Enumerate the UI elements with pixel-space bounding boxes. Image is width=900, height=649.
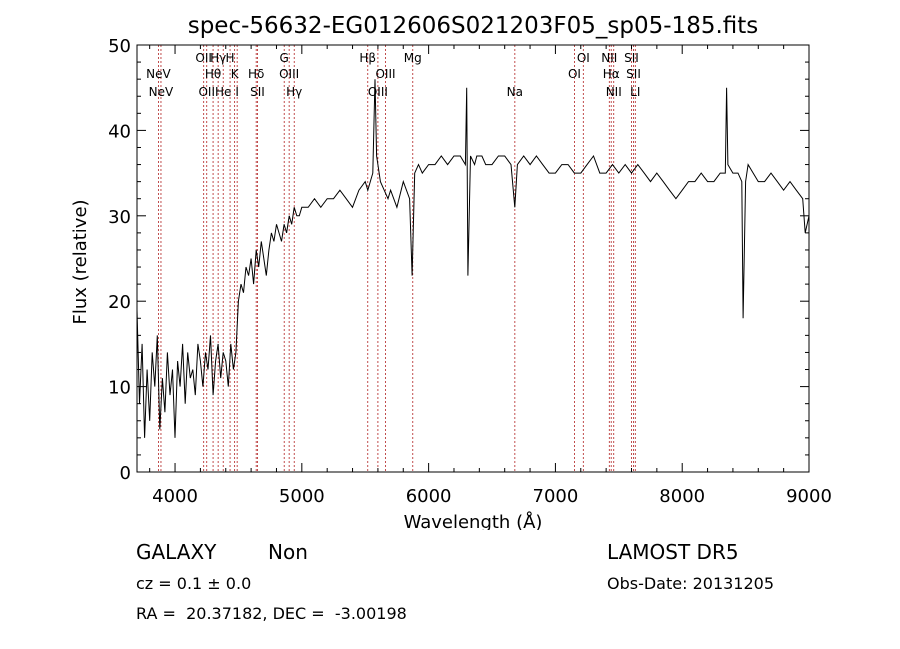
emission-line-markers (158, 45, 636, 472)
x-tick-label-5: 9000 (786, 486, 832, 507)
line-marker-label-18: Mg (404, 51, 422, 65)
line-marker-label-6: He (215, 85, 231, 99)
line-marker-label-17: OIII (375, 67, 395, 81)
y-axis-label: Flux (relative) (70, 199, 91, 324)
survey-name: LAMOST DR5 (607, 540, 739, 564)
line-marker-label-25: SII (624, 51, 639, 65)
plot-frame (136, 44, 810, 473)
line-marker-label-8: K (231, 67, 240, 81)
y-tick-label-0: 0 (120, 463, 131, 484)
line-marker-label-21: OI (577, 51, 590, 65)
emission-line-labels: NeV NeV OII OII Hθ Hγ He HKI Hδ SII G OIII Hγ Hβ OIII O… (146, 51, 641, 99)
line-marker-label-26: SII (626, 67, 641, 81)
y-tick-label-1: 10 (108, 378, 131, 399)
x-tick-label-4: 8000 (659, 486, 705, 507)
y-axis-ticks: 0 10 20 30 40 50 (108, 36, 809, 484)
line-marker-label-15: Hβ (359, 51, 376, 65)
line-marker-label-9: I (235, 85, 239, 99)
x-tick-label-2: 6000 (406, 486, 452, 507)
line-marker-label-0: NeV (146, 67, 171, 81)
line-marker-label-2: OII (195, 51, 212, 65)
line-marker-label-14: Hγ (286, 85, 302, 99)
line-marker-label-24: NII (606, 85, 622, 99)
line-marker-label-10: Hδ (248, 67, 264, 81)
spectrum-line (136, 79, 810, 438)
line-marker-label-3: OII (198, 85, 215, 99)
spectrum-chart: spec-56632-EG012606S021203F05_sp05-185.f… (70, 13, 832, 530)
line-marker-label-13: OIII (279, 67, 299, 81)
x-axis-ticks: 4000 5000 6000 7000 8000 9000 (149, 45, 832, 507)
line-marker-label-12: G (280, 51, 289, 65)
y-tick-label-2: 20 (108, 292, 131, 313)
y-tick-label-4: 40 (108, 121, 131, 142)
coordinates: RA = 20.37182, DEC = -3.00198 (136, 604, 407, 623)
line-marker-label-20: OI (568, 67, 581, 81)
observation-date: Obs-Date: 20131205 (607, 574, 775, 593)
x-tick-label-1: 5000 (279, 486, 325, 507)
line-marker-label-16: OIII (368, 85, 388, 99)
line-marker-label-4: Hθ (205, 67, 221, 81)
object-class: GALAXY (136, 540, 217, 564)
y-tick-label-5: 50 (108, 36, 131, 57)
line-marker-label-27: LI (630, 85, 640, 99)
line-marker-label-23: Hα (603, 67, 620, 81)
chart-title: spec-56632-EG012606S021203F05_sp05-185.f… (188, 13, 759, 39)
line-marker-label-5: Hγ (210, 51, 226, 65)
line-marker-label-22: NII (601, 51, 617, 65)
x-tick-label-3: 7000 (533, 486, 579, 507)
line-marker-label-1: NeV (149, 85, 174, 99)
line-marker-label-11: SII (250, 85, 265, 99)
line-marker-label-7: H (226, 51, 235, 65)
line-marker-label-19: Na (507, 85, 523, 99)
object-subclass: Non (268, 540, 308, 564)
redshift-value: cz = 0.1 ± 0.0 (136, 574, 252, 593)
x-axis-label: Wavelength (Å) (404, 511, 543, 530)
y-tick-label-3: 30 (108, 207, 131, 228)
x-tick-label-0: 4000 (152, 486, 198, 507)
